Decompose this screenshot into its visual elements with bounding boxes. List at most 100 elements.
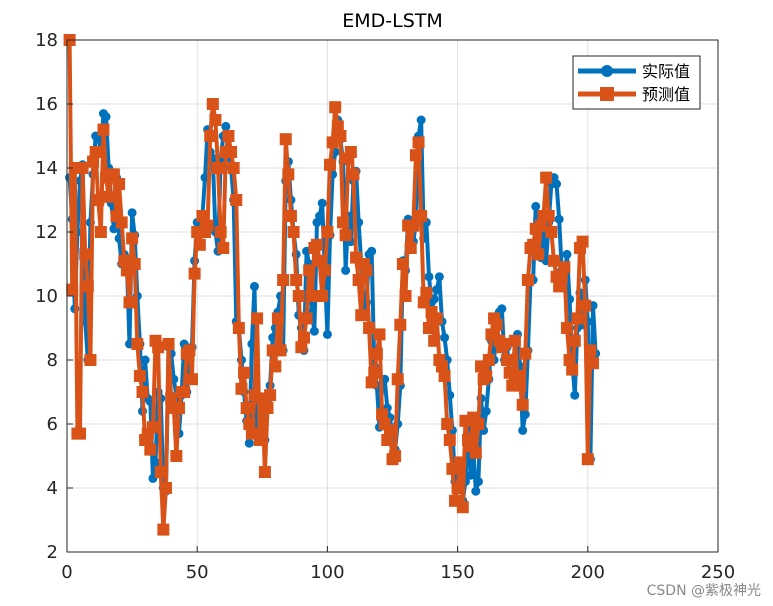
data-point (511, 370, 524, 382)
data-point (381, 434, 394, 446)
data-point (412, 136, 425, 149)
data-point (165, 392, 178, 405)
data-point (514, 379, 527, 392)
x-tick-label: 200 (571, 562, 605, 583)
data-point (317, 198, 327, 208)
data-point (151, 457, 161, 467)
legend-box (572, 55, 701, 110)
y-tick-label: 18 (35, 30, 58, 51)
data-point (154, 466, 167, 478)
data-point (417, 296, 430, 309)
data-point (469, 446, 482, 459)
data-point (131, 338, 144, 350)
data-point (370, 347, 383, 360)
y-tick-label: 16 (35, 94, 58, 115)
data-point (89, 146, 102, 158)
data-point (144, 443, 157, 456)
data-point (300, 312, 313, 325)
data-point (222, 130, 235, 142)
plot-series (63, 34, 601, 536)
data-point (424, 272, 434, 282)
data-point (558, 261, 571, 274)
data-point (498, 338, 511, 350)
data-point (297, 331, 310, 344)
y-tick-label: 10 (35, 286, 58, 307)
data-point (440, 333, 450, 343)
data-point (519, 347, 532, 360)
data-point (434, 272, 444, 282)
y-tick-label: 8 (47, 350, 58, 371)
data-point (101, 112, 111, 122)
data-point (316, 290, 329, 302)
y-tick-label: 6 (47, 414, 58, 435)
data-point (562, 249, 572, 259)
data-point (508, 334, 521, 347)
data-point (271, 312, 284, 325)
data-point (193, 238, 206, 251)
data-point (368, 366, 381, 379)
data-point (527, 238, 540, 251)
data-point (324, 158, 337, 171)
data-point (94, 226, 107, 238)
data-point (123, 296, 136, 309)
data-point (321, 226, 334, 238)
data-point (310, 238, 323, 251)
data-point (315, 211, 325, 221)
data-point (441, 418, 454, 430)
data-point (146, 421, 159, 434)
data-point (244, 438, 254, 448)
data-point (363, 322, 376, 334)
data-point (428, 334, 441, 347)
legend-label: 实际值 (642, 62, 690, 81)
data-point (225, 146, 238, 158)
data-point (212, 162, 225, 174)
data-point (454, 456, 467, 469)
data-point (376, 408, 389, 421)
data-point (178, 386, 191, 398)
data-point (566, 363, 579, 376)
data-point (76, 162, 89, 174)
data-point (284, 210, 297, 222)
data-point (247, 339, 257, 349)
data-point (456, 501, 469, 514)
data-point (352, 274, 365, 286)
data-point (542, 210, 555, 222)
data-point (159, 482, 172, 494)
data-point (482, 354, 495, 366)
data-point (420, 286, 433, 299)
data-point (140, 355, 150, 365)
data-point (534, 219, 547, 232)
data-point (232, 322, 245, 334)
data-point (396, 258, 409, 270)
data-point (74, 427, 87, 440)
data-point (532, 248, 545, 261)
data-point (214, 226, 227, 238)
legend-label: 预测值 (642, 85, 690, 104)
data-point (206, 98, 219, 110)
data-point (243, 418, 256, 430)
data-point (435, 360, 448, 373)
watermark: CSDN @紫极神光 (646, 583, 761, 599)
data-point (347, 168, 360, 181)
data-point (471, 486, 481, 496)
data-point (571, 312, 584, 325)
data-point (309, 326, 319, 336)
data-point (209, 114, 222, 126)
legend-item-2: 预测值 (578, 85, 690, 104)
data-point (133, 370, 146, 382)
data-point (269, 360, 282, 373)
data-point (552, 179, 562, 189)
data-point (576, 235, 589, 248)
data-point (253, 434, 266, 446)
data-point (563, 354, 576, 366)
data-point (274, 344, 287, 357)
data-point (422, 322, 435, 334)
data-point (240, 402, 253, 414)
data-point (204, 130, 217, 142)
data-point (115, 216, 128, 229)
data-point (587, 357, 600, 370)
data-point (196, 210, 209, 222)
data-point (230, 194, 243, 206)
